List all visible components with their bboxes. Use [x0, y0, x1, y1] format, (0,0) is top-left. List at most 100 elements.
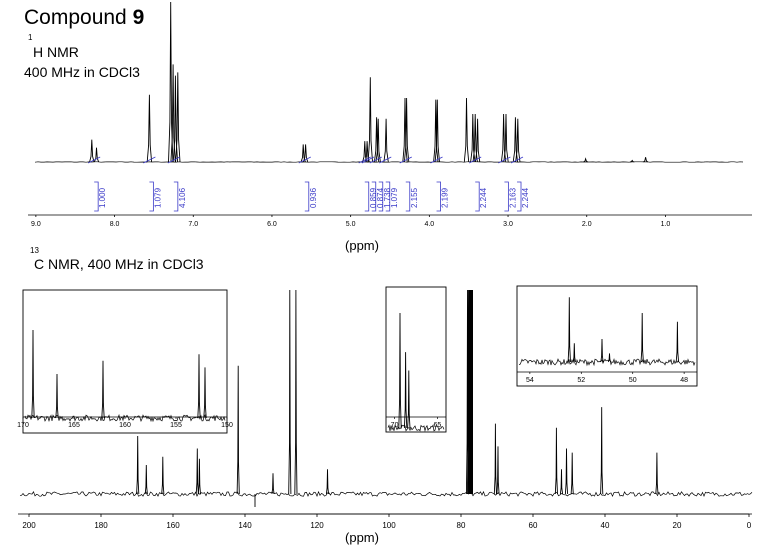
h-axis-tick-label-8: 1.0: [661, 221, 671, 228]
h-integral-curve-7: [379, 156, 392, 164]
h-integral-bracket-6: [378, 181, 384, 212]
h-integral-bracket-7: [385, 181, 391, 212]
c-spectrum-peak-19: [600, 407, 604, 495]
h-integral-value-7: 1.079: [390, 187, 399, 208]
h-integral-curve-5: [361, 156, 375, 164]
h-nmr-frequency: 400 MHz in CDCl3: [24, 64, 140, 80]
h-axis-tick-label-5: 4.0: [424, 221, 434, 228]
h-axis-tick-label-3: 6.0: [267, 221, 277, 228]
h-integral-curve-11: [498, 156, 511, 164]
h-spectrum-peak-12: [373, 117, 380, 163]
h-nmr-label: H NMR: [33, 44, 79, 60]
h-integral-curve-12: [510, 156, 524, 164]
h-integral-value-6: 1.738: [383, 187, 392, 208]
h-axis-tick-label-4: 5.0: [346, 221, 356, 228]
h-integral-curve-9: [430, 156, 443, 164]
c-axis-tick-label-9: 20: [673, 521, 682, 530]
c-inset-2-spectrum-baseline: [518, 357, 696, 367]
h-spectrum-peak-27: [583, 157, 589, 163]
h-superscript: 1: [28, 33, 33, 42]
c-spectrum-peak-1: [144, 464, 148, 495]
h-integral-value-8: 2.155: [410, 187, 419, 208]
h-spectrum-peak-11: [367, 77, 373, 163]
c-inset-2-tick-label-2: 50: [629, 377, 637, 384]
h-integral-bracket-3: [304, 181, 310, 212]
c-inset-0-spectrum-peak-2: [101, 360, 105, 419]
h-integral-value-0: 1.000: [98, 187, 107, 208]
c-inset-0-tick-label-4: 150: [221, 422, 233, 429]
c-spectrum-peak-14: [496, 446, 500, 495]
h-spectrum-group: [34, 1, 744, 163]
c-spectrum-peak-9: [325, 469, 330, 495]
h-integral-bracket-12: [517, 181, 522, 212]
c-inset-1-spectrum-baseline: [387, 424, 445, 432]
h-integral-value-4: 0.859: [369, 187, 378, 208]
h-spectrum-peak-16: [403, 97, 410, 163]
c-spectrum-peak-4: [197, 458, 201, 495]
h-axis-tick-label-2: 7.0: [188, 221, 198, 228]
h-axis-tick-label-1: 8.0: [110, 221, 120, 228]
h-integral-value-11: 2.163: [508, 187, 517, 208]
c-inset-1-spectrum-peak-2: [407, 370, 411, 429]
c-spectrum-group: [19, 289, 753, 498]
c-inset-0-spectrum-peak-4: [203, 367, 207, 419]
h-integral-value-10: 2.244: [479, 187, 488, 208]
c-inset-1-spectrum-group: [387, 312, 445, 432]
h-integral-bracket-10: [475, 181, 480, 212]
h-integral-curve-8: [399, 156, 412, 164]
h-integral-curve-10: [469, 156, 482, 164]
c-inset-2-spectrum-peak-4: [640, 312, 644, 363]
h-integral-value-12: 2.244: [521, 187, 530, 208]
h-spectrum-peak-26: [515, 118, 521, 163]
c-spectrum-peak-2: [161, 456, 165, 495]
c-spectrum-peak-7: [288, 289, 292, 495]
c-inset-2-spectrum-peak-5: [675, 321, 680, 363]
c-inset-2-spectrum-peak-0: [567, 297, 571, 363]
c-inset-2-spectrum-peak-2: [600, 338, 604, 363]
h-spectrum-peak-0: [89, 139, 95, 163]
h-integral-bracket-2: [173, 181, 179, 212]
c-inset-2-tick-label-0: 54: [526, 377, 534, 384]
c-inset-2-frame: [516, 285, 698, 387]
c-spectrum-peak-6: [271, 473, 275, 495]
c-spectrum-peak-5: [236, 365, 240, 495]
c-axis-tick-label-4: 120: [310, 521, 324, 530]
c-spectrum-baseline: [19, 490, 753, 498]
c-inset-2-spectrum-group: [518, 297, 696, 367]
c-axis-tick-label-5: 100: [382, 521, 396, 530]
c-spectrum-peak-15: [554, 427, 558, 495]
h-spectrum-peak-15: [402, 97, 408, 163]
c-inset-0-tick-label-3: 155: [170, 422, 182, 429]
c-inset-0-frame: [22, 289, 228, 434]
c-axis-tick-label-2: 160: [166, 521, 180, 530]
h-spectrum-peak-24: [503, 113, 509, 163]
c-axis-tick-label-10: 0: [747, 521, 752, 530]
h-axis-tick-label-6: 3.0: [503, 221, 513, 228]
c-inset-1-spectrum-peak-1: [403, 352, 408, 429]
h-integral-value-9: 2.199: [441, 187, 450, 208]
h-spectrum-peak-17: [433, 99, 439, 163]
h-integral-bracket-8: [405, 181, 411, 212]
compound-number: 9: [132, 6, 145, 29]
c-solvent-peak: [469, 290, 473, 494]
c-inset-2-tick-label-3: 48: [680, 377, 688, 384]
c-spectrum-peak-8: [294, 289, 298, 495]
c-nmr-label: C NMR, 400 MHz in CDCl3: [34, 256, 204, 272]
h-spectrum-peak-18: [434, 99, 440, 163]
c-axis-tick-label-0: 200: [22, 521, 36, 530]
h-integral-value-1: 1.079: [153, 187, 162, 208]
c-inset-0-spectrum-peak-1: [55, 373, 59, 419]
c-inset-1-tick-label-1: 65: [434, 422, 442, 429]
c-axis-tick-label-3: 140: [238, 521, 252, 530]
c-inset-0-spectrum-peak-0: [31, 329, 35, 419]
c-inset-2-spectrum-peak-1: [572, 343, 576, 363]
c-spectrum-peak-13: [493, 423, 497, 495]
h-spectrum-peak-19: [463, 97, 470, 163]
c-axis-tick-label-8: 40: [601, 521, 610, 530]
h-spectrum-peak-29: [629, 159, 635, 163]
compound-title: Compound 9: [24, 6, 145, 29]
h-integral-bracket-1: [149, 181, 154, 212]
h-spectrum-peak-22: [474, 118, 481, 163]
h-spectrum-peak-28: [643, 157, 649, 163]
